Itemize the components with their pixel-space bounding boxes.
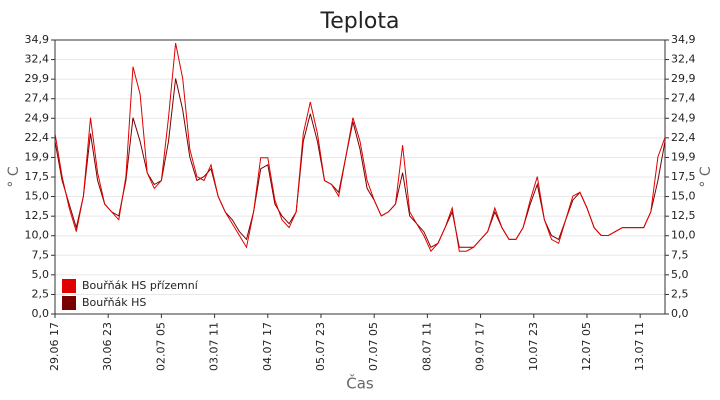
y2-tick-label: 7,5 [671, 248, 689, 261]
x-tick-label: 30.06 23 [101, 322, 114, 371]
x-tick-label: 12.07 05 [580, 322, 593, 371]
y2-tick-label: 12,5 [671, 209, 696, 222]
legend-swatch [62, 279, 76, 293]
y-tick-label: 0,0 [32, 307, 50, 320]
y2-tick-label: 24,9 [671, 111, 696, 124]
y2-axis-label: ° C [698, 166, 714, 187]
y-tick-label: 22,4 [25, 131, 50, 144]
x-tick-label: 02.07 05 [154, 322, 167, 371]
y-tick-label: 27,4 [25, 92, 50, 105]
y-tick-label: 34,9 [25, 33, 50, 46]
y-tick-label: 17,5 [25, 170, 50, 183]
y2-tick-label: 10,0 [671, 229, 696, 242]
y2-tick-label: 17,5 [671, 170, 696, 183]
x-tick-label: 05.07 23 [314, 322, 327, 371]
x-tick-label: 07.07 05 [367, 322, 380, 371]
y2-tick-label: 15,0 [671, 190, 696, 203]
y-tick-label: 29,9 [25, 72, 50, 85]
y-tick-label: 32,4 [25, 53, 50, 66]
y-tick-label: 7,5 [32, 248, 50, 261]
y2-tick-label: 34,9 [671, 33, 696, 46]
plot-frame [54, 39, 666, 315]
x-tick-label: 03.07 11 [208, 322, 221, 371]
y-tick-label: 12,5 [25, 209, 50, 222]
y-tick-label: 24,9 [25, 111, 50, 124]
y-tick-label: 19,9 [25, 150, 50, 163]
x-tick-label: 10.07 23 [527, 322, 540, 371]
x-tick-label: 08.07 11 [420, 322, 433, 371]
y-tick-label: 15,0 [25, 190, 50, 203]
y-tick-label: 5,0 [32, 268, 50, 281]
y2-tick-label: 19,9 [671, 150, 696, 163]
y2-tick-label: 0,0 [671, 307, 689, 320]
y2-tick-label: 32,4 [671, 53, 696, 66]
y2-tick-label: 29,9 [671, 72, 696, 85]
y-axis-label: ° C [6, 166, 22, 187]
series-line [54, 43, 666, 253]
y-tick-label: 10,0 [25, 229, 50, 242]
x-tick-label: 04.07 17 [261, 322, 274, 371]
chart-title: Teplota [320, 9, 400, 34]
x-axis-label: Čas [346, 374, 374, 393]
legend-label: Bouřňák HS přízemní [82, 279, 199, 292]
y2-tick-label: 5,0 [671, 268, 689, 281]
y2-tick-label: 22,4 [671, 131, 696, 144]
legend-label: Bouřňák HS [82, 296, 146, 309]
y2-tick-label: 2,5 [671, 287, 689, 300]
x-tick-label: 09.07 17 [474, 322, 487, 371]
x-tick-label: 29.06 17 [48, 322, 61, 371]
x-tick-label: 13.07 11 [633, 322, 646, 371]
y2-tick-label: 27,4 [671, 92, 696, 105]
y-tick-label: 2,5 [32, 287, 50, 300]
legend-swatch [62, 296, 76, 310]
